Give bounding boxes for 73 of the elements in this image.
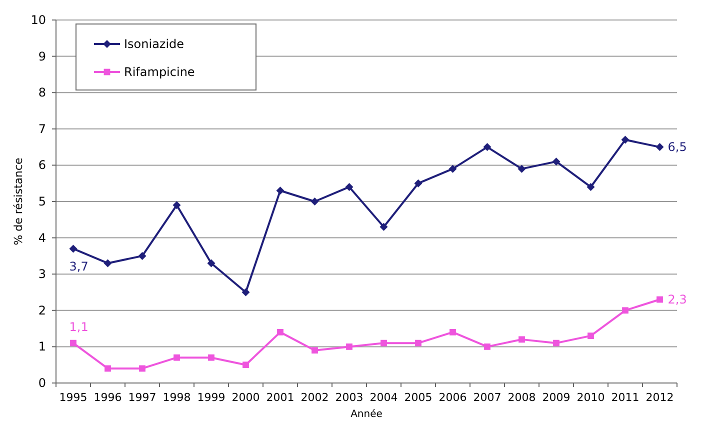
point bbox=[242, 362, 249, 368]
x-tick-label: 2004 bbox=[370, 391, 398, 404]
point bbox=[207, 259, 216, 268]
point bbox=[518, 164, 526, 173]
x-tick-label: 1998 bbox=[162, 391, 191, 404]
data-label: 1,1 bbox=[69, 320, 88, 334]
point bbox=[484, 344, 490, 350]
y-tick-label: 2 bbox=[38, 303, 46, 318]
y-tick-label: 0 bbox=[38, 376, 46, 390]
y-tick-label: 4 bbox=[38, 230, 46, 245]
point bbox=[656, 296, 663, 303]
point bbox=[380, 340, 387, 346]
x-tick-label: 2009 bbox=[542, 391, 570, 404]
data-label: 2,3 bbox=[668, 292, 687, 307]
point bbox=[139, 365, 146, 372]
x-tick-label: 2005 bbox=[404, 391, 432, 404]
point bbox=[483, 143, 492, 152]
point bbox=[69, 244, 78, 253]
y-tick-label: 5 bbox=[38, 194, 46, 208]
point bbox=[448, 164, 457, 173]
x-tick-label: 2007 bbox=[473, 391, 502, 404]
point bbox=[415, 340, 422, 346]
point bbox=[586, 182, 595, 191]
data-label: 6,5 bbox=[668, 140, 687, 154]
point bbox=[172, 201, 181, 210]
point bbox=[312, 347, 318, 354]
point bbox=[345, 182, 354, 191]
point bbox=[588, 332, 594, 340]
x-tick-label: 1996 bbox=[94, 391, 122, 404]
y-tick-label: 6 bbox=[38, 158, 46, 172]
x-tick-label: 2008 bbox=[508, 391, 536, 404]
point bbox=[621, 136, 630, 144]
legend-label: Isoniazide bbox=[124, 37, 184, 51]
y-tick-label: 7 bbox=[38, 122, 46, 136]
point bbox=[208, 354, 214, 361]
x-tick-label: 2003 bbox=[335, 391, 364, 404]
point bbox=[553, 340, 560, 346]
x-tick-label: 1999 bbox=[197, 391, 226, 404]
x-tick-label: 2010 bbox=[576, 391, 605, 404]
x-tick-label: 1995 bbox=[59, 391, 88, 404]
x-tick-label: 2006 bbox=[438, 391, 467, 404]
point bbox=[518, 336, 525, 343]
y-tick-label: 9 bbox=[38, 49, 46, 64]
point bbox=[138, 252, 146, 260]
legend-label: Rifampicine bbox=[124, 65, 195, 79]
point bbox=[277, 328, 284, 336]
y-tick-label: 8 bbox=[38, 86, 46, 100]
y-axis-title: % de résistance bbox=[12, 157, 25, 246]
point bbox=[104, 365, 111, 372]
x-axis-title: Année bbox=[350, 409, 382, 420]
data-label: 3,7 bbox=[69, 260, 88, 274]
x-tick-label: 2002 bbox=[300, 391, 329, 404]
x-tick-label: 2012 bbox=[646, 391, 674, 404]
point bbox=[552, 158, 560, 166]
point bbox=[414, 179, 422, 188]
point bbox=[174, 354, 180, 361]
x-tick-label: 2011 bbox=[611, 391, 640, 404]
point bbox=[346, 344, 352, 350]
point bbox=[656, 143, 664, 152]
x-tick-label: 2000 bbox=[232, 391, 260, 404]
point bbox=[310, 198, 319, 206]
y-tick-label: 1 bbox=[38, 340, 46, 354]
point bbox=[242, 288, 250, 296]
point bbox=[70, 340, 76, 346]
point bbox=[380, 222, 388, 231]
x-tick-label: 1997 bbox=[128, 391, 156, 404]
point bbox=[450, 328, 456, 336]
y-tick-label: 10 bbox=[30, 13, 46, 27]
point bbox=[622, 307, 628, 314]
point bbox=[276, 186, 284, 195]
x-tick-label: 2001 bbox=[266, 391, 294, 404]
y-tick-label: 3 bbox=[38, 267, 46, 282]
point bbox=[104, 259, 112, 268]
